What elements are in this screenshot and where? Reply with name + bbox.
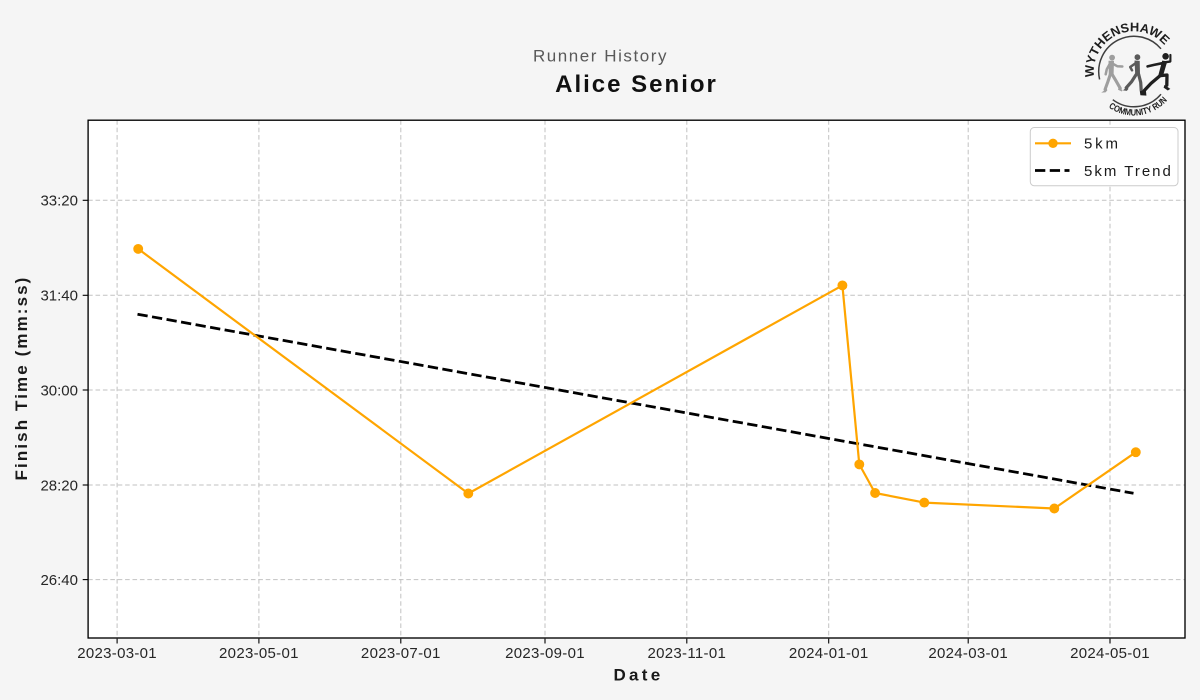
svg-text:2023-11-01: 2023-11-01: [647, 645, 726, 662]
svg-text:Alice Senior: Alice Senior: [555, 71, 718, 98]
svg-text:26:40: 26:40: [40, 572, 78, 589]
svg-text:Date: Date: [613, 666, 663, 685]
svg-text:5km Trend: 5km Trend: [1084, 163, 1173, 180]
svg-text:2023-05-01: 2023-05-01: [219, 645, 299, 662]
svg-text:Runner History: Runner History: [533, 47, 668, 66]
svg-text:2024-03-01: 2024-03-01: [928, 645, 1008, 662]
svg-text:33:20: 33:20: [40, 193, 78, 210]
svg-text:2024-05-01: 2024-05-01: [1070, 645, 1150, 662]
svg-text:2024-01-01: 2024-01-01: [789, 645, 869, 662]
svg-text:5km: 5km: [1084, 136, 1121, 153]
svg-text:Finish Time (mm:ss): Finish Time (mm:ss): [12, 276, 31, 481]
svg-text:2023-09-01: 2023-09-01: [505, 645, 585, 662]
svg-text:31:40: 31:40: [40, 288, 78, 305]
svg-text:30:00: 30:00: [40, 382, 78, 399]
svg-text:2023-07-01: 2023-07-01: [361, 645, 441, 662]
svg-text:28:20: 28:20: [40, 477, 78, 494]
svg-text:2023-03-01: 2023-03-01: [77, 645, 157, 662]
